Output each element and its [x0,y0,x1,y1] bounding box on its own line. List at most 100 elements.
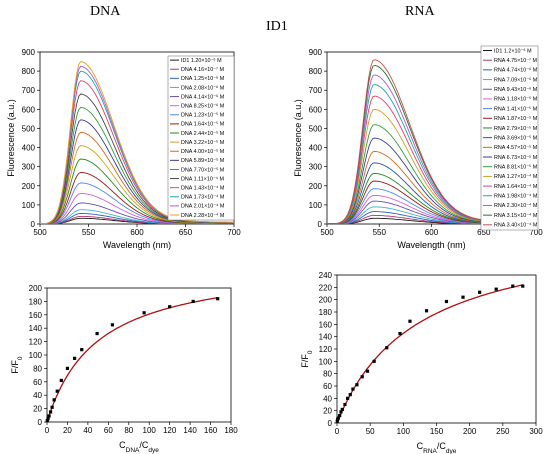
y-tick-label: 180 [319,308,333,317]
y-tick-label: 200 [319,296,333,305]
data-point [59,378,63,383]
legend-entry: RNA 1.41×10⁻⁵ M [494,106,538,112]
legend-entry: RNA 1.27×10⁻⁴ M [494,174,538,180]
x-tick-label: 160 [204,426,218,435]
data-point [478,290,482,294]
legend-entry: RNA 2.30×10⁻⁴ M [494,203,538,209]
y-tick-label: 120 [29,338,43,347]
y-tick-label: 600 [309,105,323,114]
y-tick-label: 300 [309,163,323,172]
x-tick-label: 200 [463,427,477,436]
y-tick-label: 240 [319,271,333,280]
y-tick-label: 60 [323,382,332,391]
legend-entry: RNA 4.74×10⁻⁶ M [494,68,538,74]
y-tick-label: 500 [309,124,323,133]
legend-entry: ID1 1.20×10⁻⁶ M [181,58,222,64]
rna-spectra-plot: 500 550 600 650 700 0 100 200 300 400 500 600 700 800… [293,45,543,250]
x-tick-label: 650 [477,228,491,237]
data-point [365,369,370,373]
legend-entry: DNA 1.43×10⁻⁴ M [181,185,225,191]
legend-entry: RNA 1.98×10⁻⁴ M [494,194,538,200]
compound-header: ID1 [266,19,288,34]
data-point [191,299,195,303]
legend-entry: RNA 3.69×10⁻⁵ M [494,135,538,141]
data-point [216,297,220,301]
data-point [95,331,99,336]
legend-entry: DNA 4.00×10⁻⁵ M [181,149,225,155]
legend-entry: DNA 3.22×10⁻⁵ M [181,140,225,146]
y-axis-label: F/F0 [10,356,24,374]
data-point [348,393,352,397]
plot-frame [46,287,232,423]
x-tick-label: 650 [179,228,193,237]
data-point [142,311,146,315]
data-point [80,348,84,352]
y-tick-label: 0 [318,220,323,229]
y-tick-label: 140 [29,324,43,333]
y-tick-label: 40 [323,394,332,403]
rna-binding-plot: 0 50 100 150 200 250 300 0 20 40 60 80 100 120 140 160 1… [300,271,543,454]
legend-entry: DNA 2.28×10⁻⁴ M [181,213,225,219]
data-point [55,389,59,393]
x-tick-label: 140 [183,426,197,435]
legend-entry: RNA 1.18×10⁻⁵ M [494,97,538,103]
data-point [48,410,53,414]
data-point [346,396,350,400]
y-tick-label: 100 [22,201,36,210]
data-point [385,346,389,350]
spectrum-line [40,61,235,225]
y-axis-label: F/F0 [300,350,314,368]
y-tick-label: 0 [31,220,36,229]
x-tick-label: 500 [320,228,334,237]
dna-spectra-plot: 500 550 600 650 700 0 100 200 300 400 500 600 700 800… [6,48,241,250]
y-tick-label: 800 [309,67,323,76]
y-tick-label: 80 [323,370,332,379]
legend-entry: DNA 7.70×10⁻⁵ M [181,167,225,173]
y-tick-label: 100 [29,351,43,360]
x-tick-label: 100 [143,426,157,435]
x-tick-label: 250 [496,427,510,436]
data-point [110,323,115,327]
dna-column-header: DNA [90,4,121,19]
data-point [73,356,77,360]
legend-entry: DNA 2.08×10⁻⁶ M [181,85,225,91]
y-tick-label: 160 [29,311,43,320]
legend-entry: DNA 4.16×10⁻⁷ M [181,67,225,73]
legend-entry: DNA 1.64×10⁻⁵ M [181,122,225,128]
legend-entry: RNA 6.73×10⁻⁵ M [494,155,538,161]
y-tick-label: 400 [22,144,36,153]
legend-entry: DNA 8.25×10⁻⁶ M [181,103,225,109]
legend-entry: RNA 9.43×10⁻⁶ M [494,87,538,93]
data-point [336,416,340,420]
y-axis-label: Fluorescence (a.u.) [6,99,16,177]
data-point [351,387,355,391]
y-tick-label: 100 [309,201,323,210]
x-tick-label: 0 [335,427,340,436]
fit-curve [336,284,523,424]
legend-entry: RNA 4.75×10⁻⁷ M [494,58,538,64]
data-point [355,383,359,387]
y-tick-label: 200 [22,182,36,191]
y-tick-label: 500 [22,124,36,133]
data-point [461,295,465,299]
x-tick-label: 80 [124,426,133,435]
y-tick-label: 40 [33,391,42,400]
x-tick-label: 150 [430,427,444,436]
x-tick-label: 700 [227,228,241,237]
y-tick-label: 200 [309,182,323,191]
legend-entry: RNA 4.57×10⁻⁵ M [494,145,538,151]
y-tick-label: 160 [319,320,333,329]
legend-entry: RNA 1.87×10⁻⁵ M [494,116,538,122]
x-tick-label: 100 [397,427,411,436]
legend-box [167,55,235,221]
x-tick-label: 120 [163,426,177,435]
y-tick-label: 900 [309,48,323,57]
data-point [444,299,449,304]
legend-entry: ID1 1.2×10⁻⁶ M [494,48,532,54]
data-point [408,319,412,323]
data-point [340,407,344,412]
y-tick-label: 0 [328,419,333,428]
y-axis-label: Fluorescence (a.u.) [293,99,303,177]
data-point [52,398,56,402]
